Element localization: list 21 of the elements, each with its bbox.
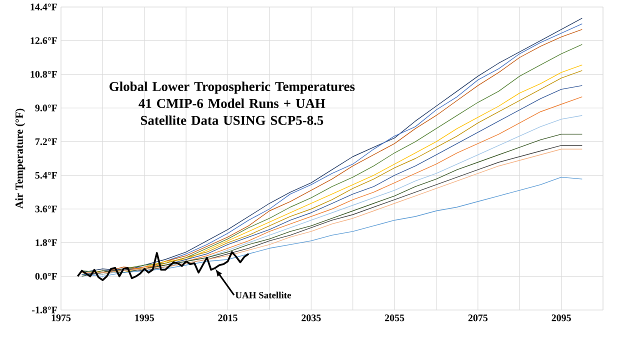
y-tick-label: 0.0°F bbox=[35, 272, 58, 280]
x-tick-label: 2035 bbox=[302, 314, 321, 322]
y-tick-label: 7.2°F bbox=[36, 138, 58, 146]
y-tick-label: 9.0°F bbox=[35, 104, 58, 112]
x-tick-label: 1995 bbox=[135, 314, 154, 322]
x-tick-label: 2055 bbox=[385, 314, 404, 322]
x-tick-label: 2095 bbox=[552, 314, 571, 322]
y-tick-label: 14.4°F bbox=[30, 4, 58, 10]
x-tick-label: 2075 bbox=[468, 314, 488, 322]
y-tick-label: 3.6°F bbox=[35, 206, 58, 212]
annotation: UAH Satellite bbox=[235, 292, 291, 298]
y-tick-label: 5.4°F bbox=[35, 172, 58, 179]
y-axis-title: Air Temperature (°F) bbox=[15, 108, 26, 209]
text: Global Lower Tropospheric Temperatures bbox=[110, 82, 355, 94]
x-tick-label: 2015 bbox=[218, 314, 238, 322]
y-tick-label: -1.8°F bbox=[32, 306, 58, 314]
y-tick-label: 12.6°F bbox=[30, 37, 58, 44]
text: 41 CMIP-6 Model Runs + UAH Satellite Data USING SCP5-8.5 bbox=[138, 98, 326, 125]
x-tick-label: 1975 bbox=[52, 314, 71, 322]
y-tick-label: 1.8°F bbox=[36, 239, 58, 246]
y-tick-label: 10.8°F bbox=[30, 70, 58, 78]
